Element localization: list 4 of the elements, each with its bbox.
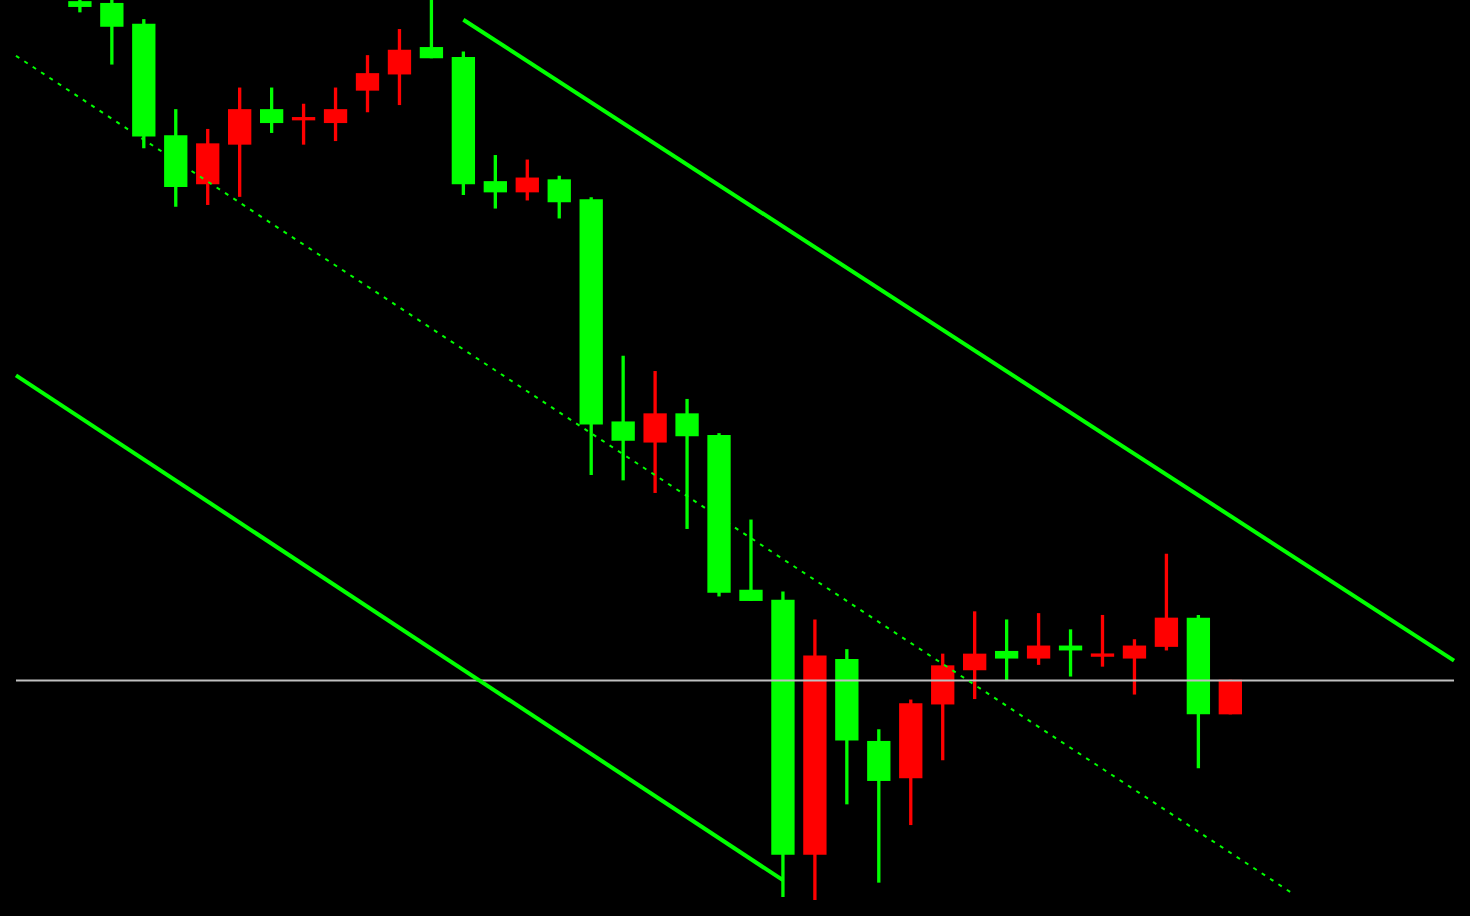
candlestick [611,355,635,481]
candlestick [643,371,667,493]
candlestick [739,519,763,601]
candlestick [675,398,699,529]
